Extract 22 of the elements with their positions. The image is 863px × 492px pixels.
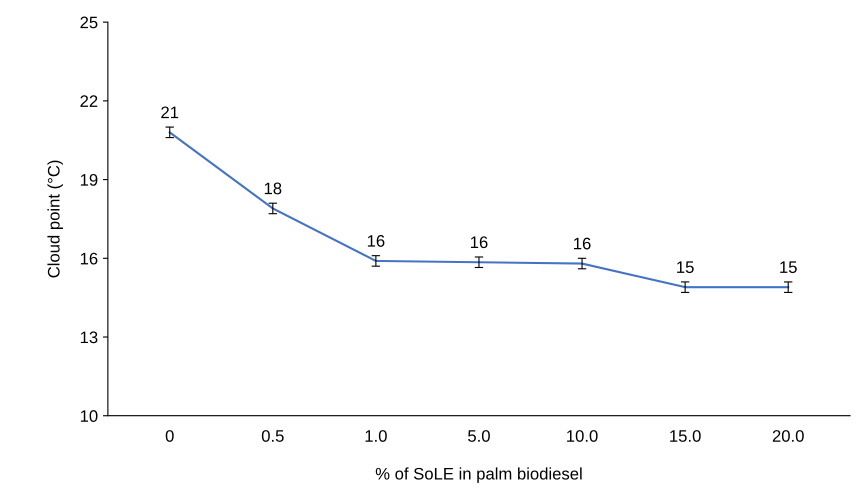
y-tick-label: 22	[80, 95, 98, 107]
data-label: 16	[574, 238, 591, 250]
y-tick-label: 16	[80, 252, 98, 265]
data-label: 16	[368, 235, 384, 247]
x-tick-label: 0.5	[262, 430, 284, 442]
data-label: 21	[161, 106, 178, 118]
data-label: 18	[264, 182, 282, 194]
y-axis-title: Cloud point (°C)	[47, 160, 63, 278]
data-label: 15	[677, 261, 694, 274]
data-label: 15	[780, 261, 797, 274]
data-label: 16	[470, 236, 488, 248]
x-axis-title: % of SoLE in palm biodiesel	[376, 467, 582, 483]
x-tick-label: 5.0	[468, 430, 490, 442]
x-tick-label: 15.0	[670, 430, 701, 442]
x-tick-label: 0	[166, 430, 174, 442]
y-tick-label: 19	[80, 174, 98, 186]
y-tick-label: 10	[80, 410, 98, 422]
x-tick-label: 1.0	[366, 430, 387, 442]
x-tick-label: 10.0	[567, 430, 598, 442]
y-tick-label: 13	[80, 331, 98, 344]
x-tick-label: 20.0	[772, 430, 804, 442]
y-tick-label: 25	[80, 16, 98, 28]
